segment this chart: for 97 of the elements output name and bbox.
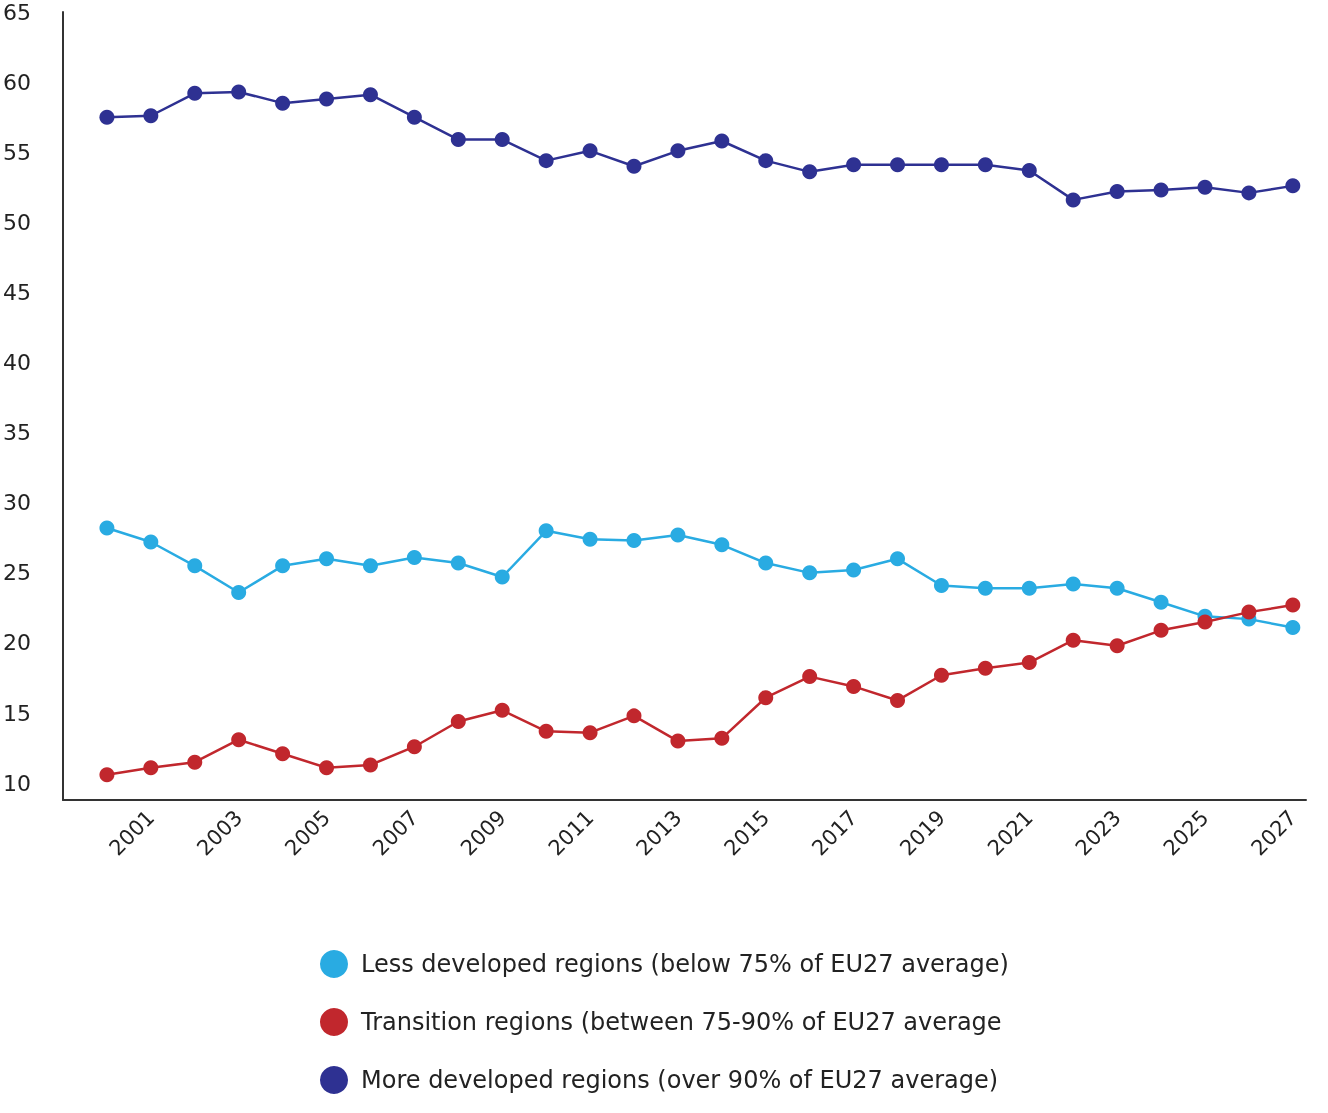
point [99,109,115,125]
point [670,143,686,159]
point [802,669,818,685]
point [933,667,949,683]
point [99,520,115,536]
y-tick-label: 65 [3,0,31,25]
point [846,562,862,578]
y-tick-label: 45 [3,279,31,305]
y-tick-label: 55 [3,139,31,165]
point [450,713,466,729]
point [1021,162,1037,178]
point [231,584,247,600]
y-tick-label: 25 [3,560,31,586]
point [626,708,642,724]
y-tick-label: 40 [3,350,31,376]
point [626,533,642,549]
point [714,730,730,746]
y-tick-label: 30 [3,490,31,516]
point [1285,597,1301,613]
point [1109,183,1125,199]
point [582,143,598,159]
point [538,723,554,739]
point [143,108,159,124]
point [275,746,291,762]
point [1065,632,1081,648]
point [1241,604,1257,620]
point [582,725,598,741]
point [670,733,686,749]
point [1109,580,1125,596]
point [977,660,993,676]
point [538,153,554,169]
point [1153,622,1169,638]
point [933,157,949,173]
point [406,109,422,125]
point [319,551,335,567]
point [758,555,774,571]
point [1285,178,1301,194]
point [275,95,291,111]
point [143,534,159,550]
y-tick-label: 15 [3,700,31,726]
point [362,558,378,574]
point [1021,580,1037,596]
point [670,527,686,543]
point [890,551,906,567]
point [1197,179,1213,195]
point [187,754,203,770]
point [275,558,291,574]
point [231,732,247,748]
point [977,580,993,596]
point [1153,594,1169,610]
point [406,739,422,755]
legend-label: More developed regions (over 90% of EU27 average) [361,1066,999,1094]
point [846,157,862,173]
point [1109,638,1125,654]
point [319,760,335,776]
point [406,549,422,565]
point [99,767,115,783]
point [231,84,247,100]
point [494,569,510,585]
point [714,537,730,553]
point [494,132,510,148]
point [538,523,554,539]
point [802,164,818,180]
point [1065,576,1081,592]
point [362,87,378,103]
point [890,157,906,173]
point [1153,182,1169,198]
y-tick-label: 35 [3,420,31,446]
point [933,577,949,593]
point [977,157,993,173]
y-tick-label: 10 [3,770,31,796]
point [319,91,335,107]
point [450,555,466,571]
point [758,153,774,169]
point [143,760,159,776]
point [846,678,862,694]
point [890,692,906,708]
y-tick-label: 60 [3,69,31,95]
point [626,158,642,174]
point [758,690,774,706]
y-tick-label: 20 [3,630,31,656]
point [362,757,378,773]
legend-label: Less developed regions (below 75% of EU27 average) [361,950,1009,978]
point [187,558,203,574]
point [494,702,510,718]
point [450,132,466,148]
point [1021,655,1037,671]
point [187,85,203,101]
point [582,531,598,547]
point [1065,192,1081,208]
point [1285,620,1301,636]
point [714,133,730,149]
y-tick-label: 50 [3,209,31,235]
point [1197,614,1213,630]
legend-label: Transition regions (between 75-90% of EU27 average [360,1008,1002,1036]
point [1241,185,1257,201]
point [802,565,818,581]
